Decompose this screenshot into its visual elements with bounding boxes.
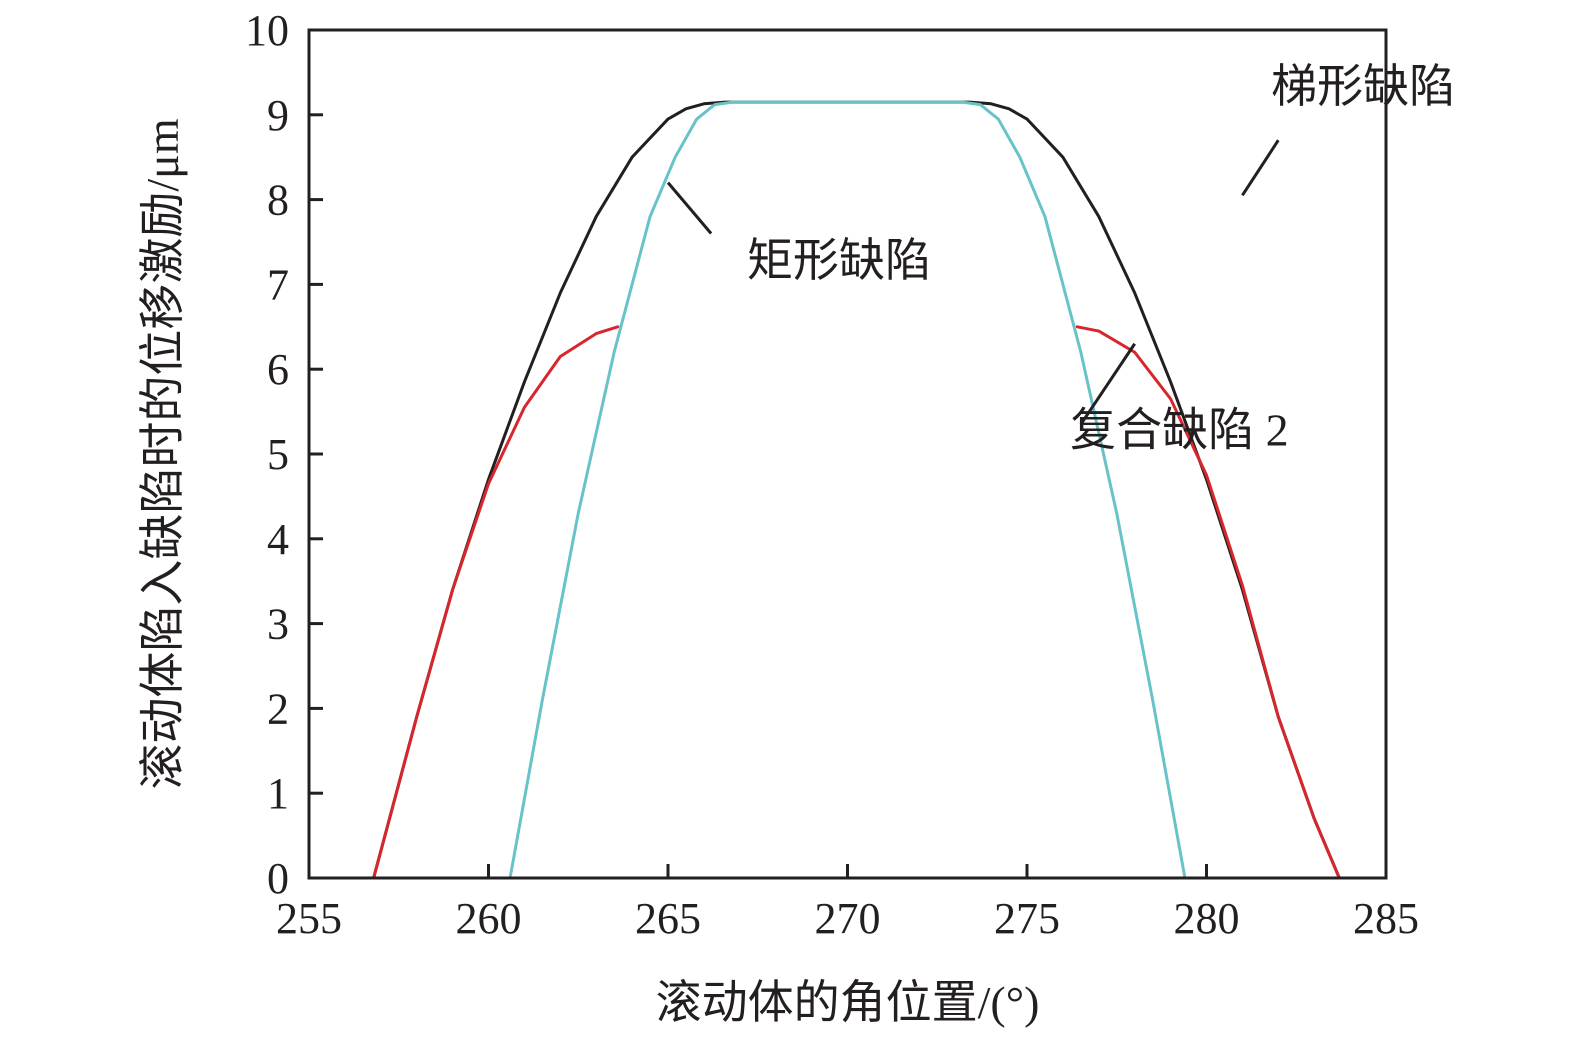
y-tick-label: 5 bbox=[267, 430, 289, 479]
x-axis-title: 滚动体的角位置/(°) bbox=[656, 977, 1040, 1028]
x-tick-label: 285 bbox=[1353, 894, 1419, 943]
x-tick-label: 260 bbox=[456, 894, 522, 943]
series-line-2 bbox=[508, 100, 1187, 880]
y-tick-label: 4 bbox=[267, 515, 289, 564]
y-tick-label: 7 bbox=[267, 260, 289, 309]
series-line-1 bbox=[372, 100, 1341, 880]
series-line-3 bbox=[372, 325, 1341, 880]
y-tick-label: 9 bbox=[267, 91, 289, 140]
annotation-label-2: 矩形缺陷 bbox=[747, 235, 931, 286]
annotation-label-1: 梯形缺陷 bbox=[1271, 61, 1455, 112]
y-tick-label: 6 bbox=[267, 345, 289, 394]
axis-ticks: 255 260 265 270 275 280 285 0 1 2 3 4 5 6 7 8 9 10 bbox=[245, 6, 1419, 943]
x-tick-label: 280 bbox=[1174, 894, 1240, 943]
y-tick-label: 0 bbox=[267, 854, 289, 903]
annotation-leader-3 bbox=[1079, 342, 1136, 426]
annotation-leader-2 bbox=[666, 181, 713, 235]
y-tick-label: 3 bbox=[267, 600, 289, 649]
x-tick-label: 275 bbox=[994, 894, 1060, 943]
y-axis-title: 滚动体陷入缺陷时的位移激励/μm bbox=[137, 118, 188, 789]
x-tick-label: 265 bbox=[635, 894, 701, 943]
y-tick-label: 1 bbox=[267, 769, 289, 818]
y-tick-label: 10 bbox=[245, 6, 289, 55]
annotation-label-3: 复合缺陷 2 bbox=[1070, 405, 1289, 456]
x-tick-label: 270 bbox=[815, 894, 881, 943]
x-tick-label: 255 bbox=[276, 894, 342, 943]
y-tick-label: 8 bbox=[267, 176, 289, 225]
annotation-leader-1 bbox=[1241, 139, 1280, 197]
series-lines bbox=[372, 100, 1341, 880]
y-tick-label: 2 bbox=[267, 684, 289, 733]
